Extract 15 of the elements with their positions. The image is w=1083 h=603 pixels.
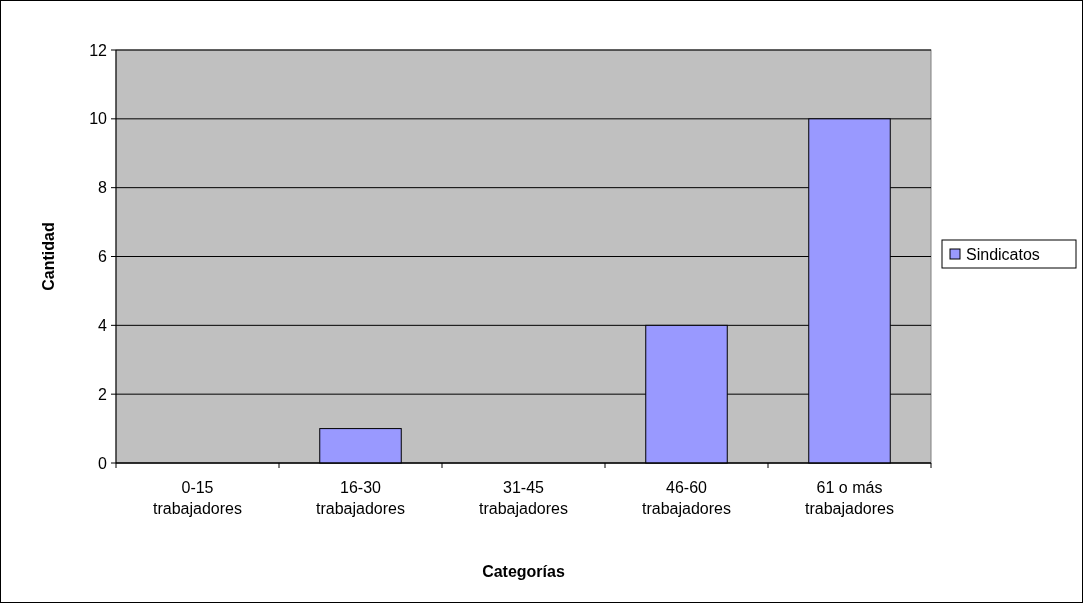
x-tick-label: 31-45 trabajadores	[479, 479, 568, 517]
y-tick-label: 2	[98, 385, 108, 403]
y-tick-label: 0	[98, 454, 108, 472]
x-tick-label: 46-60 trabajadores	[642, 479, 731, 517]
x-tick-label: 16-30 trabajadores	[316, 479, 405, 517]
x-axis-title: Categorías	[482, 563, 565, 580]
y-tick-label: 4	[98, 316, 108, 334]
y-tick-label: 10	[89, 110, 108, 128]
y-tick-label: 6	[98, 248, 108, 266]
y-tick-label: 8	[98, 179, 108, 197]
x-tick-label: 0-15 trabajadores	[153, 479, 242, 517]
y-tick-label: 12	[89, 41, 108, 59]
x-tick-label: 61 o más trabajadores	[805, 479, 894, 517]
y-axis-title: Cantidad	[40, 222, 57, 291]
legend-label: Sindicatos	[966, 245, 1040, 263]
